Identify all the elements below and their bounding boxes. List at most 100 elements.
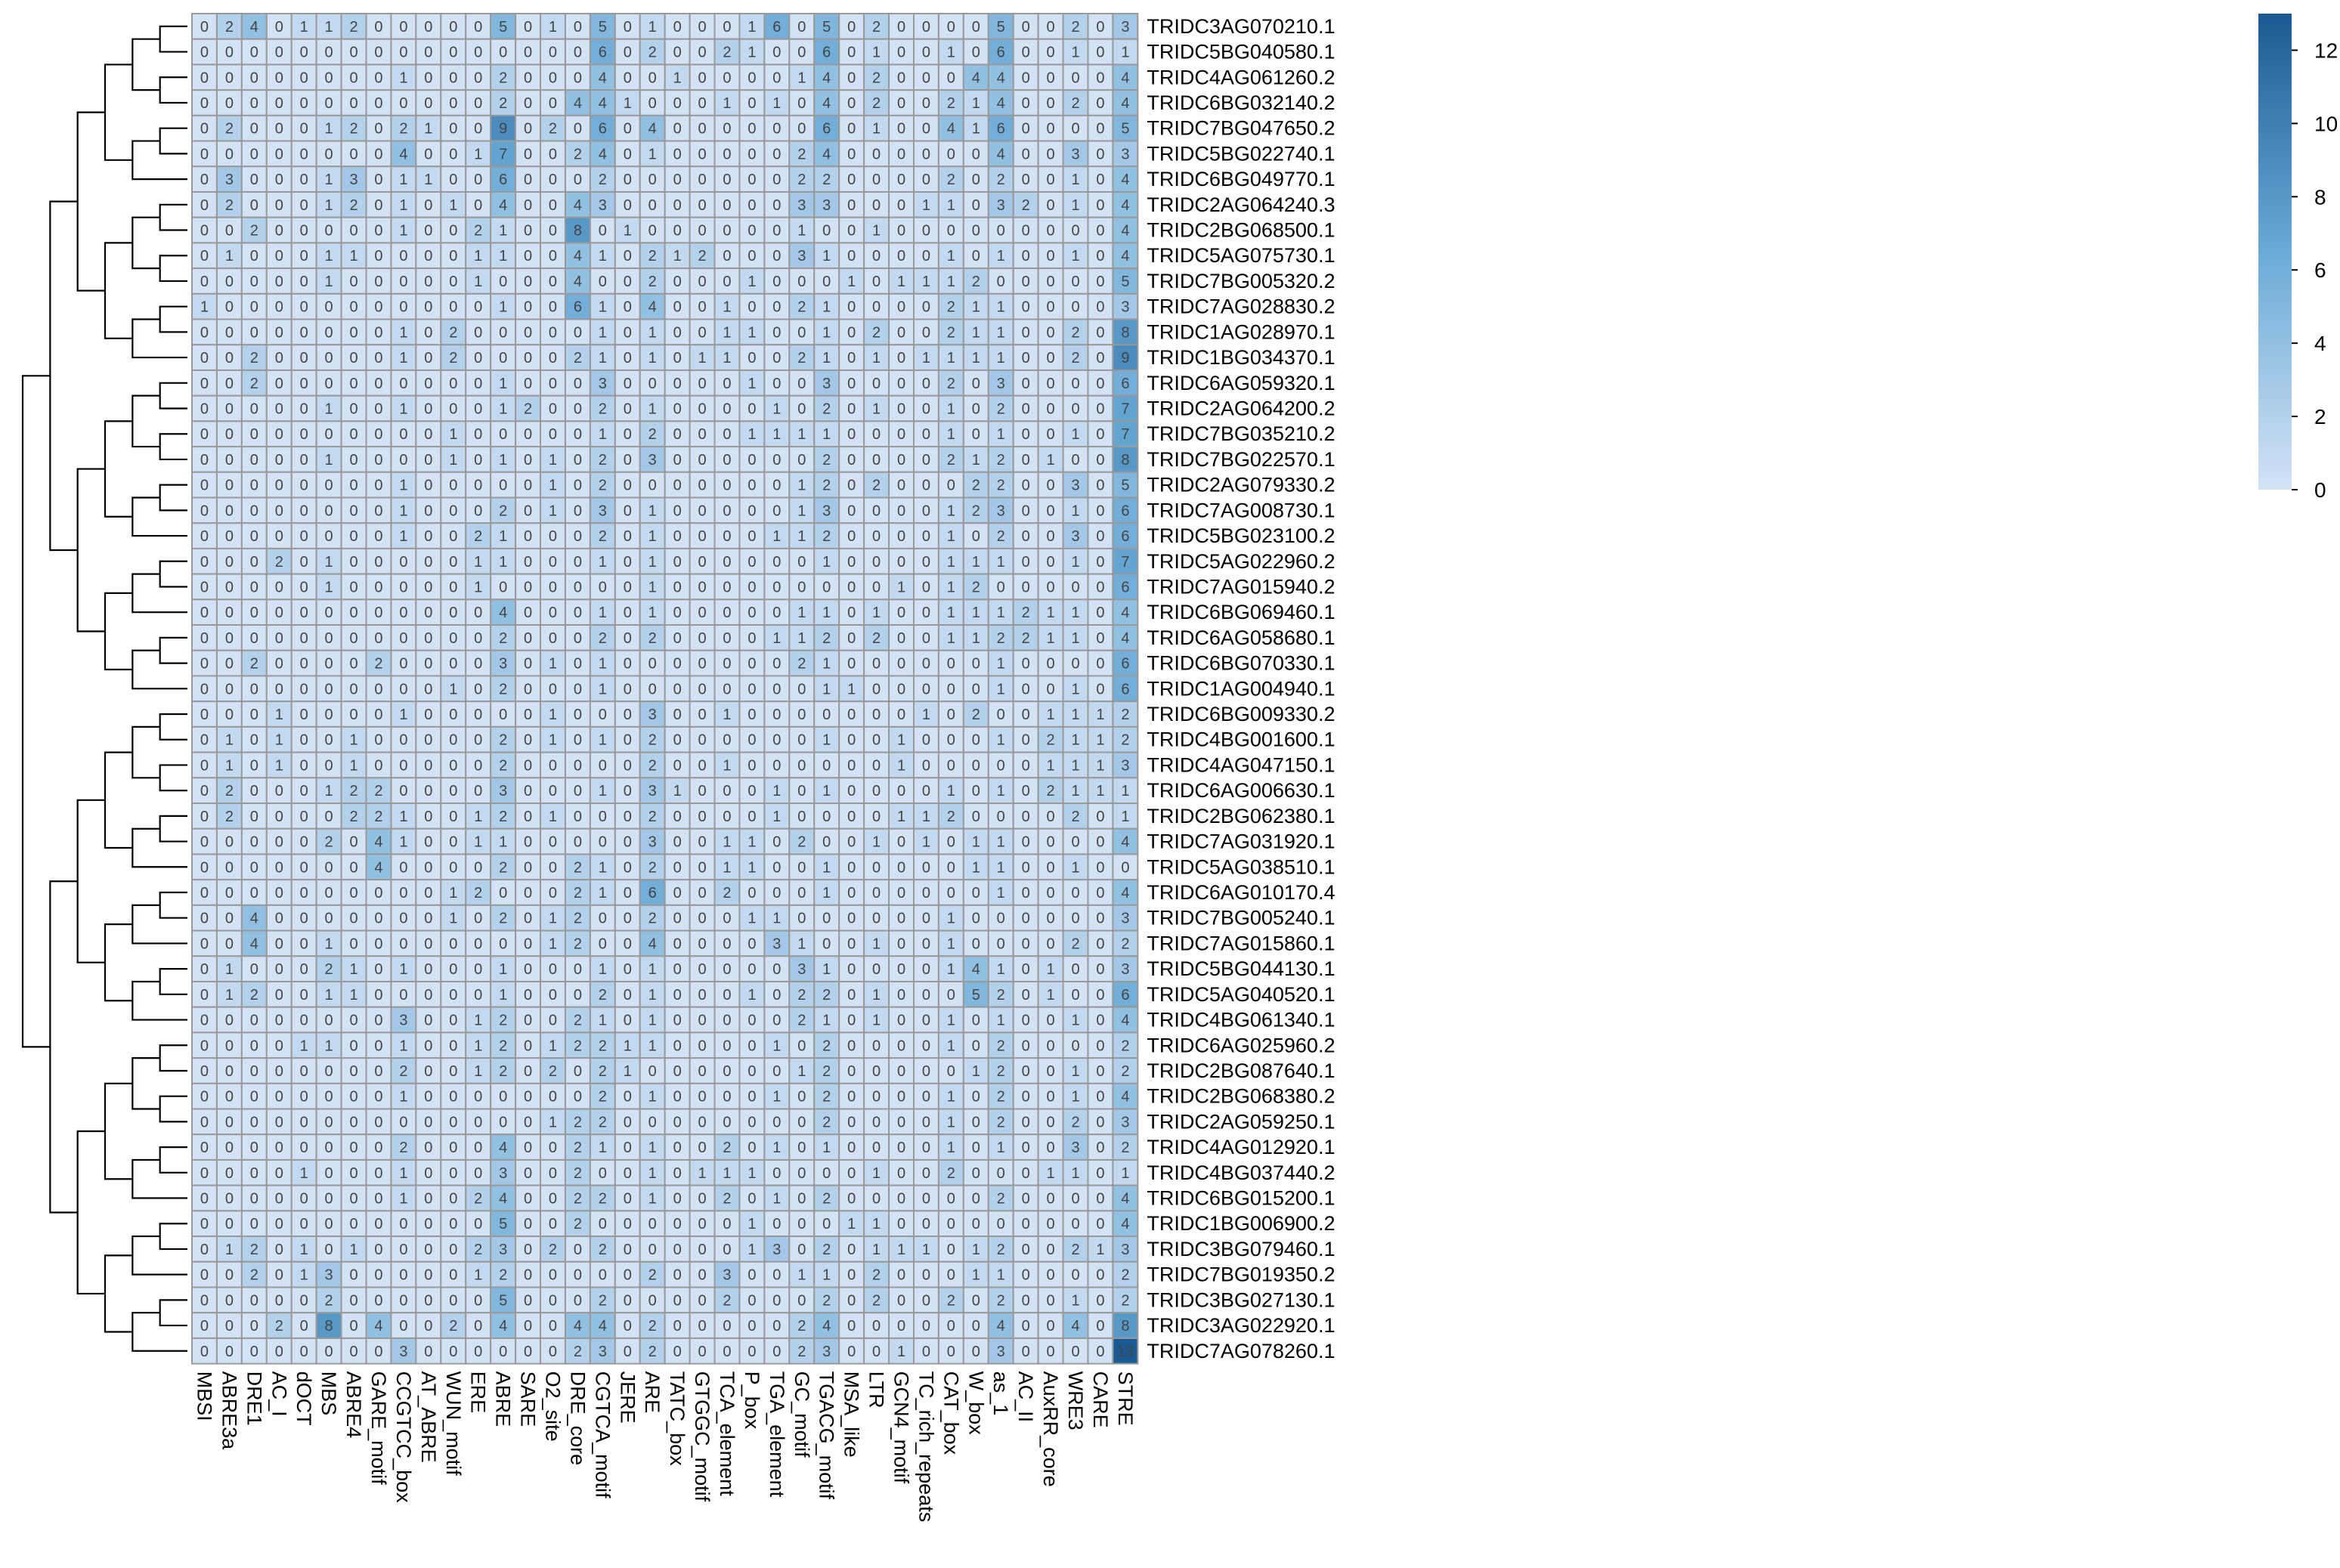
cell-value: 1 bbox=[325, 987, 333, 1004]
cell-value: 0 bbox=[374, 732, 382, 749]
dendrogram-branch bbox=[159, 636, 187, 664]
cell-value: 0 bbox=[797, 859, 806, 876]
cell-value: 1 bbox=[972, 630, 980, 647]
cell-value: 0 bbox=[325, 426, 333, 443]
cell-value: 2 bbox=[872, 19, 881, 36]
cell-value: 0 bbox=[1096, 452, 1104, 469]
cell-value: 0 bbox=[250, 579, 258, 595]
cell-value: 0 bbox=[200, 274, 209, 290]
cell-value: 0 bbox=[897, 1038, 905, 1054]
cell-value: 0 bbox=[325, 70, 333, 86]
cell-value: 0 bbox=[300, 987, 308, 1004]
cell-value: 0 bbox=[349, 605, 358, 621]
heatmap-cell bbox=[490, 165, 517, 193]
cell-value: 4 bbox=[1121, 1089, 1129, 1106]
cell-value: 0 bbox=[922, 605, 930, 621]
cell-value: 0 bbox=[200, 859, 209, 876]
cell-value: 0 bbox=[1022, 1292, 1030, 1309]
cell-value: 1 bbox=[723, 859, 731, 876]
cell-value: 0 bbox=[673, 19, 682, 36]
cell-value: 1 bbox=[772, 1140, 781, 1156]
cell-value: 0 bbox=[300, 223, 308, 240]
cell-value: 0 bbox=[524, 987, 532, 1004]
cell-value: 0 bbox=[1071, 223, 1079, 240]
cell-value: 0 bbox=[300, 324, 308, 341]
cell-value: 0 bbox=[499, 45, 507, 61]
cell-value: 0 bbox=[250, 45, 258, 61]
heatmap-cell bbox=[540, 344, 566, 371]
cell-value: 0 bbox=[300, 426, 308, 443]
cell-value: 0 bbox=[424, 503, 432, 519]
heatmap-cell bbox=[290, 165, 317, 193]
cell-value: 1 bbox=[772, 95, 781, 112]
heatmap-cell bbox=[1062, 13, 1089, 40]
row-label: TRIDC2AG064200.2 bbox=[1147, 397, 1335, 420]
cell-value: 0 bbox=[574, 324, 582, 341]
heatmap-cell bbox=[589, 344, 616, 371]
heatmap-cell bbox=[390, 242, 417, 270]
cell-value: 0 bbox=[897, 630, 905, 647]
cell-value: 0 bbox=[200, 732, 209, 749]
cell-value: 0 bbox=[897, 452, 905, 469]
cell-value: 0 bbox=[698, 1344, 707, 1360]
heatmap-cell bbox=[888, 420, 915, 448]
heatmap-cell bbox=[863, 89, 890, 116]
cell-value: 0 bbox=[748, 936, 756, 952]
cell-value: 0 bbox=[624, 605, 632, 621]
cell-value: 0 bbox=[723, 1318, 731, 1335]
cell-value: 0 bbox=[797, 809, 806, 825]
cell-value: 0 bbox=[374, 1063, 382, 1080]
cell-value: 2 bbox=[349, 19, 358, 36]
cell-value: 0 bbox=[997, 911, 1005, 927]
cell-value: 0 bbox=[897, 503, 905, 519]
cell-value: 0 bbox=[250, 809, 258, 825]
cell-value: 0 bbox=[424, 1267, 432, 1284]
heatmap-cell bbox=[838, 369, 865, 397]
cell-value: 0 bbox=[549, 834, 557, 851]
cell-value: 0 bbox=[225, 274, 234, 290]
cell-value: 0 bbox=[698, 1038, 707, 1054]
cell-value: 0 bbox=[325, 630, 333, 647]
cell-value: 0 bbox=[275, 478, 283, 494]
cell-value: 0 bbox=[1047, 299, 1055, 316]
heatmap-cell bbox=[738, 369, 766, 397]
cell-value: 2 bbox=[648, 757, 657, 774]
cell-value: 0 bbox=[972, 809, 980, 825]
cell-value: 0 bbox=[897, 961, 905, 978]
cell-value: 0 bbox=[300, 121, 308, 138]
heatmap-cell bbox=[365, 547, 392, 575]
cell-value: 1 bbox=[300, 1242, 308, 1258]
cell-value: 0 bbox=[673, 987, 682, 1004]
row-label: TRIDC6BG032140.2 bbox=[1147, 91, 1335, 114]
cell-value: 2 bbox=[275, 1318, 283, 1335]
cell-value: 1 bbox=[624, 95, 632, 112]
cell-value: 0 bbox=[474, 1318, 482, 1335]
cell-value: 0 bbox=[698, 95, 707, 112]
cell-value: 1 bbox=[449, 681, 457, 697]
cell-value: 1 bbox=[449, 911, 457, 927]
cell-value: 0 bbox=[847, 146, 856, 162]
cell-value: 1 bbox=[972, 834, 980, 851]
cell-value: 1 bbox=[997, 299, 1005, 316]
cell-value: 0 bbox=[300, 834, 308, 851]
heatmap-cell bbox=[863, 268, 890, 295]
column-label: TGACG_motif bbox=[816, 1372, 838, 1500]
cell-value: 6 bbox=[822, 121, 831, 138]
cell-value: 2 bbox=[997, 630, 1005, 647]
heatmap-cell bbox=[937, 216, 964, 244]
cell-value: 0 bbox=[897, 248, 905, 264]
cell-value: 0 bbox=[822, 274, 831, 290]
cell-value: 5 bbox=[499, 1216, 507, 1232]
cell-value: 1 bbox=[797, 605, 806, 621]
heatmap-cell bbox=[191, 114, 218, 142]
dendrogram-branch bbox=[159, 255, 187, 283]
cell-value: 0 bbox=[947, 1242, 955, 1258]
cell-value: 1 bbox=[797, 478, 806, 494]
cell-value: 0 bbox=[1022, 961, 1030, 978]
cell-value: 0 bbox=[922, 732, 930, 749]
cell-value: 2 bbox=[574, 885, 582, 902]
cell-value: 0 bbox=[449, 401, 457, 418]
cell-value: 0 bbox=[1022, 732, 1030, 749]
cell-value: 0 bbox=[1096, 1063, 1104, 1080]
cell-value: 0 bbox=[424, 987, 432, 1004]
